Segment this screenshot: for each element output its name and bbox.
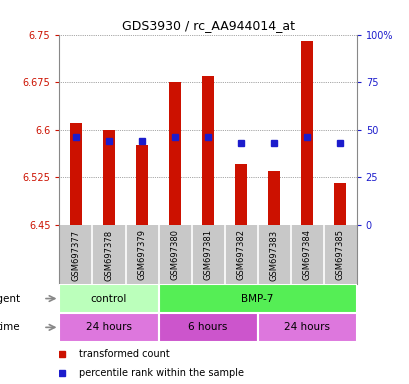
Title: GDS3930 / rc_AA944014_at: GDS3930 / rc_AA944014_at bbox=[121, 19, 294, 32]
Text: GSM697385: GSM697385 bbox=[335, 229, 344, 280]
Text: percentile rank within the sample: percentile rank within the sample bbox=[79, 367, 243, 377]
Text: GSM697381: GSM697381 bbox=[203, 229, 212, 280]
Text: 24 hours: 24 hours bbox=[86, 322, 132, 333]
Text: GSM697384: GSM697384 bbox=[302, 229, 311, 280]
Text: agent: agent bbox=[0, 293, 21, 304]
Bar bbox=[59, 284, 158, 313]
Text: control: control bbox=[90, 293, 127, 304]
Text: transformed count: transformed count bbox=[79, 349, 169, 359]
Text: GSM697380: GSM697380 bbox=[170, 229, 179, 280]
Text: GSM697379: GSM697379 bbox=[137, 229, 146, 280]
Bar bbox=[268, 171, 279, 225]
Bar bbox=[136, 146, 147, 225]
Bar bbox=[202, 76, 213, 225]
Text: GSM697382: GSM697382 bbox=[236, 229, 245, 280]
Bar bbox=[169, 82, 180, 225]
Text: 6 hours: 6 hours bbox=[188, 322, 227, 333]
Bar bbox=[158, 313, 257, 342]
Bar bbox=[103, 130, 115, 225]
Bar bbox=[334, 184, 345, 225]
Bar bbox=[158, 284, 356, 313]
Bar bbox=[257, 313, 356, 342]
Text: time: time bbox=[0, 322, 21, 333]
Text: 24 hours: 24 hours bbox=[283, 322, 329, 333]
Text: BMP-7: BMP-7 bbox=[241, 293, 273, 304]
Text: GSM697377: GSM697377 bbox=[71, 229, 80, 281]
Bar bbox=[235, 164, 246, 225]
Bar bbox=[301, 41, 312, 225]
Bar bbox=[59, 313, 158, 342]
Text: GSM697378: GSM697378 bbox=[104, 229, 113, 281]
Text: GSM697383: GSM697383 bbox=[269, 229, 278, 281]
Bar bbox=[70, 123, 81, 225]
